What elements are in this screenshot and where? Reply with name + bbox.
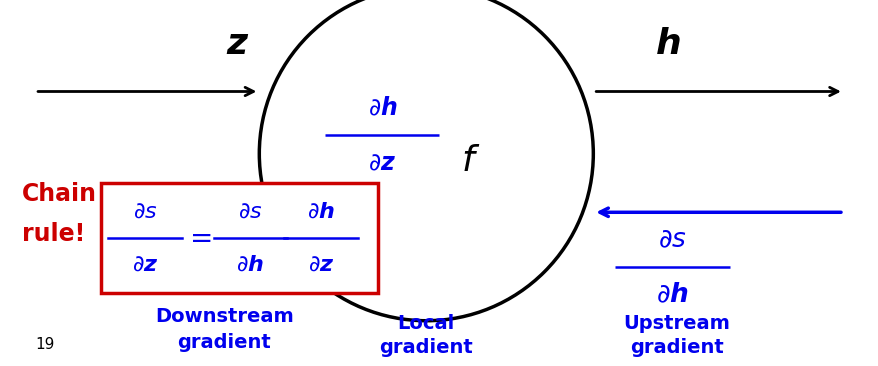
Text: Chain: Chain [22, 182, 97, 206]
Text: $\partial s$: $\partial s$ [133, 201, 157, 223]
Text: $\partial \boldsymbol{h}$: $\partial \boldsymbol{h}$ [655, 282, 688, 307]
Text: Downstream: Downstream [155, 307, 293, 326]
Text: rule!: rule! [22, 222, 85, 246]
Text: $\partial \boldsymbol{z}$: $\partial \boldsymbol{z}$ [132, 253, 158, 275]
Text: gradient: gradient [630, 338, 723, 357]
Text: 19: 19 [35, 337, 54, 351]
Text: $\partial s$: $\partial s$ [238, 201, 263, 223]
Text: Local: Local [397, 314, 455, 333]
Text: $\partial \boldsymbol{z}$: $\partial \boldsymbol{z}$ [307, 253, 334, 275]
Text: Upstream: Upstream [623, 314, 730, 333]
Text: gradient: gradient [379, 338, 472, 357]
Text: $f$: $f$ [460, 144, 479, 178]
Text: $=$: $=$ [184, 224, 212, 251]
Text: $\partial \boldsymbol{z}$: $\partial \boldsymbol{z}$ [368, 152, 396, 174]
Text: $\partial \boldsymbol{h}$: $\partial \boldsymbol{h}$ [367, 97, 397, 119]
Text: $\partial s$: $\partial s$ [658, 227, 686, 252]
Ellipse shape [259, 0, 593, 321]
Text: $\partial \boldsymbol{h}$: $\partial \boldsymbol{h}$ [236, 253, 264, 275]
Text: $\boldsymbol{z}$: $\boldsymbol{z}$ [226, 27, 248, 61]
FancyBboxPatch shape [101, 183, 378, 293]
Text: $\partial \boldsymbol{h}$: $\partial \boldsymbol{h}$ [306, 201, 335, 223]
Text: $\boldsymbol{h}$: $\boldsymbol{h}$ [654, 27, 680, 61]
Text: gradient: gradient [177, 333, 270, 352]
